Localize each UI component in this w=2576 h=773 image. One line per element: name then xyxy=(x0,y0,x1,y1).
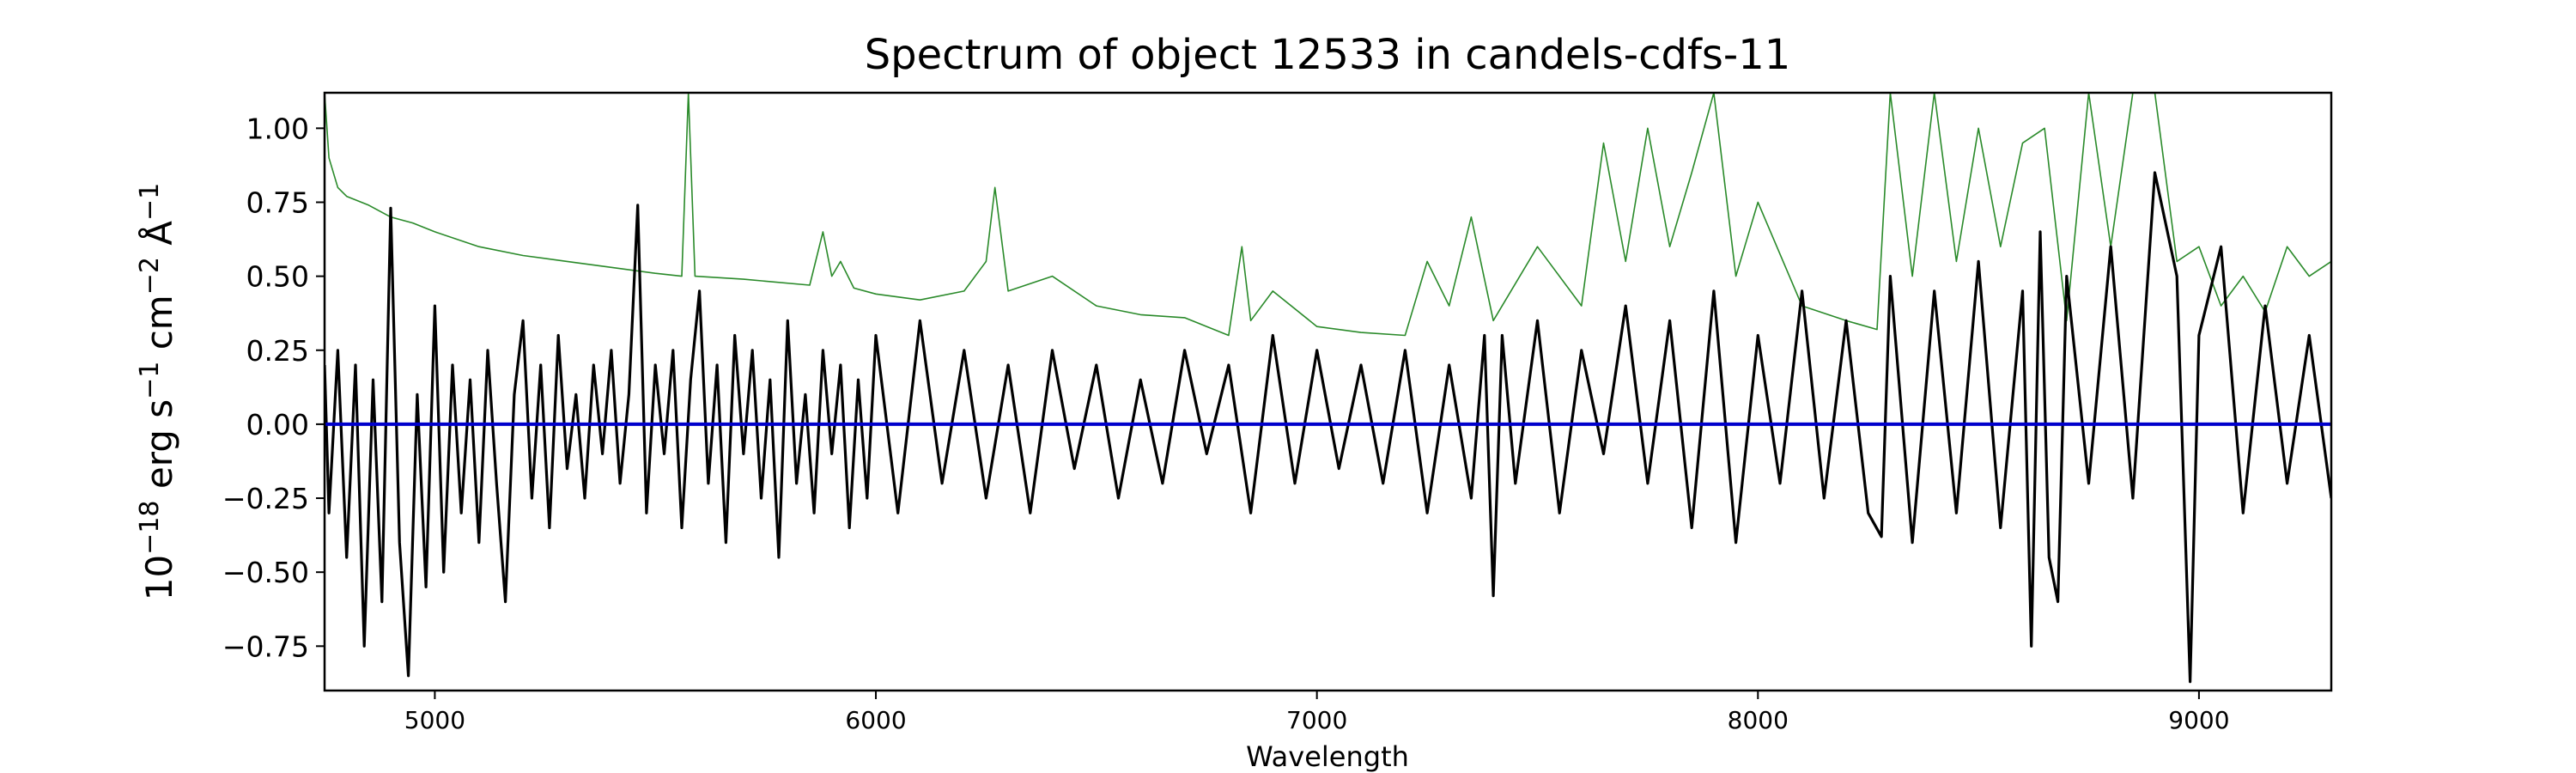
y-label-angstrom-exp: −1 xyxy=(135,183,165,221)
y-label-cm: cm xyxy=(138,295,180,361)
chart-title: Spectrum of object 12533 in candels-cdfs… xyxy=(865,31,1791,79)
plot-frame xyxy=(323,91,2333,692)
y-label-base: 10 xyxy=(138,555,180,600)
x-axis-label: Wavelength xyxy=(1246,740,1409,773)
y-label-cm-exp: −2 xyxy=(135,257,165,295)
x-tick-label: 5000 xyxy=(404,706,465,734)
x-tick-label: 7000 xyxy=(1286,706,1347,734)
x-axis: 5000 6000 7000 8000 9000 xyxy=(404,691,2230,734)
y-tick-label: 0.50 xyxy=(246,260,309,294)
y-tick-label: 1.00 xyxy=(246,112,309,145)
series-line-error xyxy=(325,93,2331,337)
x-tick-label: 9000 xyxy=(2168,706,2229,734)
y-label-base-exp: −18 xyxy=(135,501,165,555)
y-tick-label: 0.75 xyxy=(246,186,309,219)
y-tick-label: −0.25 xyxy=(222,482,309,515)
y-label-angstrom: Å xyxy=(137,221,180,257)
y-label-erg: erg s xyxy=(138,399,180,501)
y-label-s-exp: −1 xyxy=(135,362,165,399)
y-axis-label: 10−18 erg s−1 cm−2 Å−1 xyxy=(135,183,180,601)
y-axis: −0.75 −0.50 −0.25 0.00 0.25 0.50 0.75 1.00 xyxy=(222,112,325,663)
plot-layer xyxy=(325,93,2331,684)
series-line-flux xyxy=(325,171,2331,684)
y-tick-label: −0.75 xyxy=(222,630,309,663)
y-tick-label: 0.00 xyxy=(246,408,309,441)
x-tick-label: 8000 xyxy=(1728,706,1789,734)
x-tick-label: 6000 xyxy=(845,706,906,734)
y-tick-label: 0.25 xyxy=(246,334,309,368)
y-tick-label: −0.50 xyxy=(222,556,309,589)
